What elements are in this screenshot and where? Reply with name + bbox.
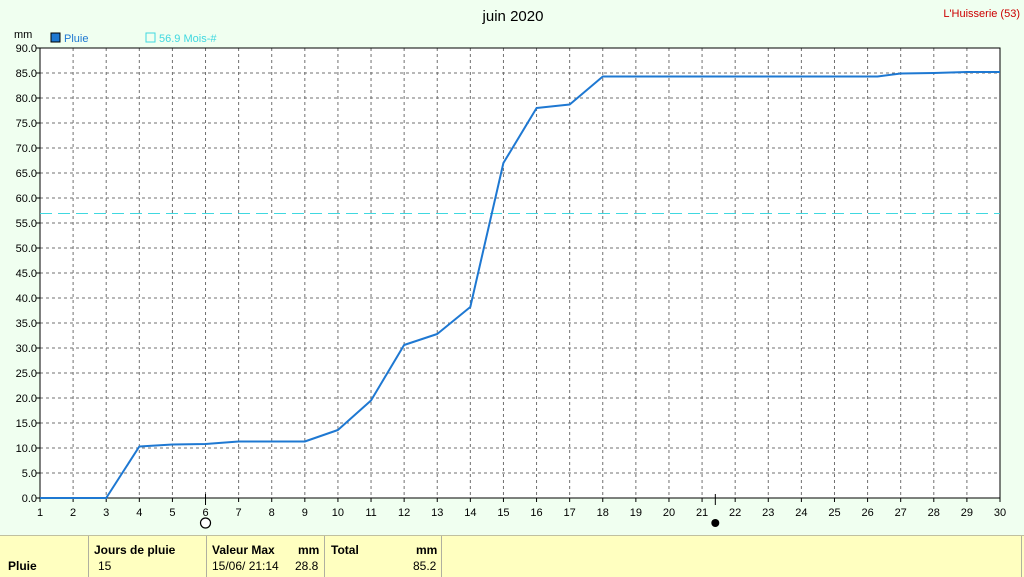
rain-chart: juin 2020 L'Huisserie (53) mm Pluie 56.9… bbox=[14, 8, 1020, 529]
y-tick-label: 60.0 bbox=[16, 193, 37, 205]
y-tick-label: 45.0 bbox=[16, 268, 37, 280]
x-tick-label: 27 bbox=[895, 507, 907, 519]
x-tick-label: 23 bbox=[762, 507, 774, 519]
rain-days-header: Jours de pluie bbox=[94, 543, 176, 557]
x-tick-label: 2 bbox=[70, 507, 76, 519]
series-line-pluie bbox=[40, 71, 1000, 499]
y-tick-label: 90.0 bbox=[16, 43, 37, 55]
x-tick-label: 20 bbox=[663, 507, 675, 519]
y-tick-label: 20.0 bbox=[16, 393, 37, 405]
plot-border bbox=[39, 47, 1001, 499]
x-tick-label: 12 bbox=[398, 507, 410, 519]
stats-divider bbox=[1021, 536, 1022, 577]
chart-title: juin 2020 bbox=[482, 8, 544, 25]
x-tick-label: 21 bbox=[696, 507, 708, 519]
x-tick-label: 18 bbox=[597, 507, 609, 519]
x-tick-label: 24 bbox=[795, 507, 807, 519]
legend-swatch-reference bbox=[145, 32, 156, 43]
max-value-unit: mm bbox=[298, 543, 320, 557]
legend-label-pluie: Pluie bbox=[64, 33, 88, 45]
x-tick-label: 16 bbox=[530, 507, 542, 519]
x-tick-labels: 1 2 3 4 5 6 7 8 9 10 11 12 13 14 15 16 17 18 19 20 21 22 23 24 2… bbox=[37, 507, 1006, 519]
stats-divider bbox=[88, 536, 89, 577]
y-tick-label: 15.0 bbox=[16, 418, 37, 430]
stats-divider bbox=[206, 536, 207, 577]
x-tick-label: 14 bbox=[464, 507, 476, 519]
y-tick-label: 85.0 bbox=[16, 68, 37, 80]
y-tick-label: 50.0 bbox=[16, 243, 37, 255]
x-tick-label: 29 bbox=[961, 507, 973, 519]
y-tick-label: 25.0 bbox=[16, 368, 37, 380]
x-tick-label: 7 bbox=[236, 507, 242, 519]
total-value: 85.2 bbox=[413, 559, 437, 573]
x-tick-label: 17 bbox=[564, 507, 576, 519]
y-tick-label: 5.0 bbox=[22, 468, 37, 480]
new-moon-icon bbox=[711, 519, 720, 527]
stats-bar: Pluie Jours de pluie 15 Valeur Max mm 15… bbox=[0, 535, 1024, 577]
quarter-moon-icon bbox=[199, 517, 212, 529]
rain-days-value: 15 bbox=[98, 559, 112, 573]
y-tick-label: 55.0 bbox=[16, 218, 37, 230]
x-tick-label: 30 bbox=[994, 507, 1006, 519]
x-tick-label: 9 bbox=[302, 507, 308, 519]
moon-phases bbox=[199, 494, 720, 529]
total-header: Total bbox=[331, 543, 359, 557]
total-unit: mm bbox=[416, 543, 438, 557]
y-tick-label: 40.0 bbox=[16, 293, 37, 305]
legend-swatch-pluie bbox=[50, 32, 61, 43]
stats-divider bbox=[441, 536, 442, 577]
y-tick-labels: 0.0 5.0 10.0 15.0 20.0 25.0 30.0 35.0 40.0 45.0 50… bbox=[16, 43, 37, 505]
x-tick-label: 26 bbox=[861, 507, 873, 519]
y-tick-label: 10.0 bbox=[16, 443, 37, 455]
x-tick-label: 13 bbox=[431, 507, 443, 519]
x-tick-label: 11 bbox=[365, 507, 376, 519]
max-value-date: 15/06/ 21:14 bbox=[212, 559, 279, 573]
y-axis-label: mm bbox=[14, 29, 32, 41]
x-tick-label: 10 bbox=[332, 507, 344, 519]
x-tick-label: 1 bbox=[37, 507, 43, 519]
y-tick-label: 65.0 bbox=[16, 168, 37, 180]
y-tick-label: 0.0 bbox=[22, 493, 37, 505]
x-tick-label: 19 bbox=[630, 507, 642, 519]
x-tick-label: 6 bbox=[202, 507, 208, 519]
max-value-header: Valeur Max bbox=[212, 543, 275, 557]
legend: Pluie 56.9 Mois-# bbox=[50, 32, 217, 45]
y-tick-label: 70.0 bbox=[16, 143, 37, 155]
max-value-amount: 28.8 bbox=[295, 559, 319, 573]
x-tick-label: 25 bbox=[828, 507, 840, 519]
station-name: L'Huisserie (53) bbox=[943, 8, 1020, 20]
x-tick-label: 4 bbox=[136, 507, 142, 519]
series-layer bbox=[40, 71, 1000, 499]
y-tick-label: 35.0 bbox=[16, 318, 37, 330]
grid bbox=[36, 47, 1001, 502]
y-tick-label: 30.0 bbox=[16, 343, 37, 355]
x-tick-label: 15 bbox=[497, 507, 509, 519]
y-tick-label: 80.0 bbox=[16, 93, 37, 105]
x-tick-label: 3 bbox=[103, 507, 109, 519]
x-tick-label: 5 bbox=[169, 507, 175, 519]
x-tick-label: 8 bbox=[269, 507, 275, 519]
x-tick-label: 28 bbox=[928, 507, 940, 519]
stats-divider bbox=[324, 536, 325, 577]
legend-label-reference: 56.9 Mois-# bbox=[159, 33, 217, 45]
x-tick-label: 22 bbox=[729, 507, 741, 519]
y-tick-label: 75.0 bbox=[16, 118, 37, 130]
stats-row-label: Pluie bbox=[8, 559, 37, 573]
